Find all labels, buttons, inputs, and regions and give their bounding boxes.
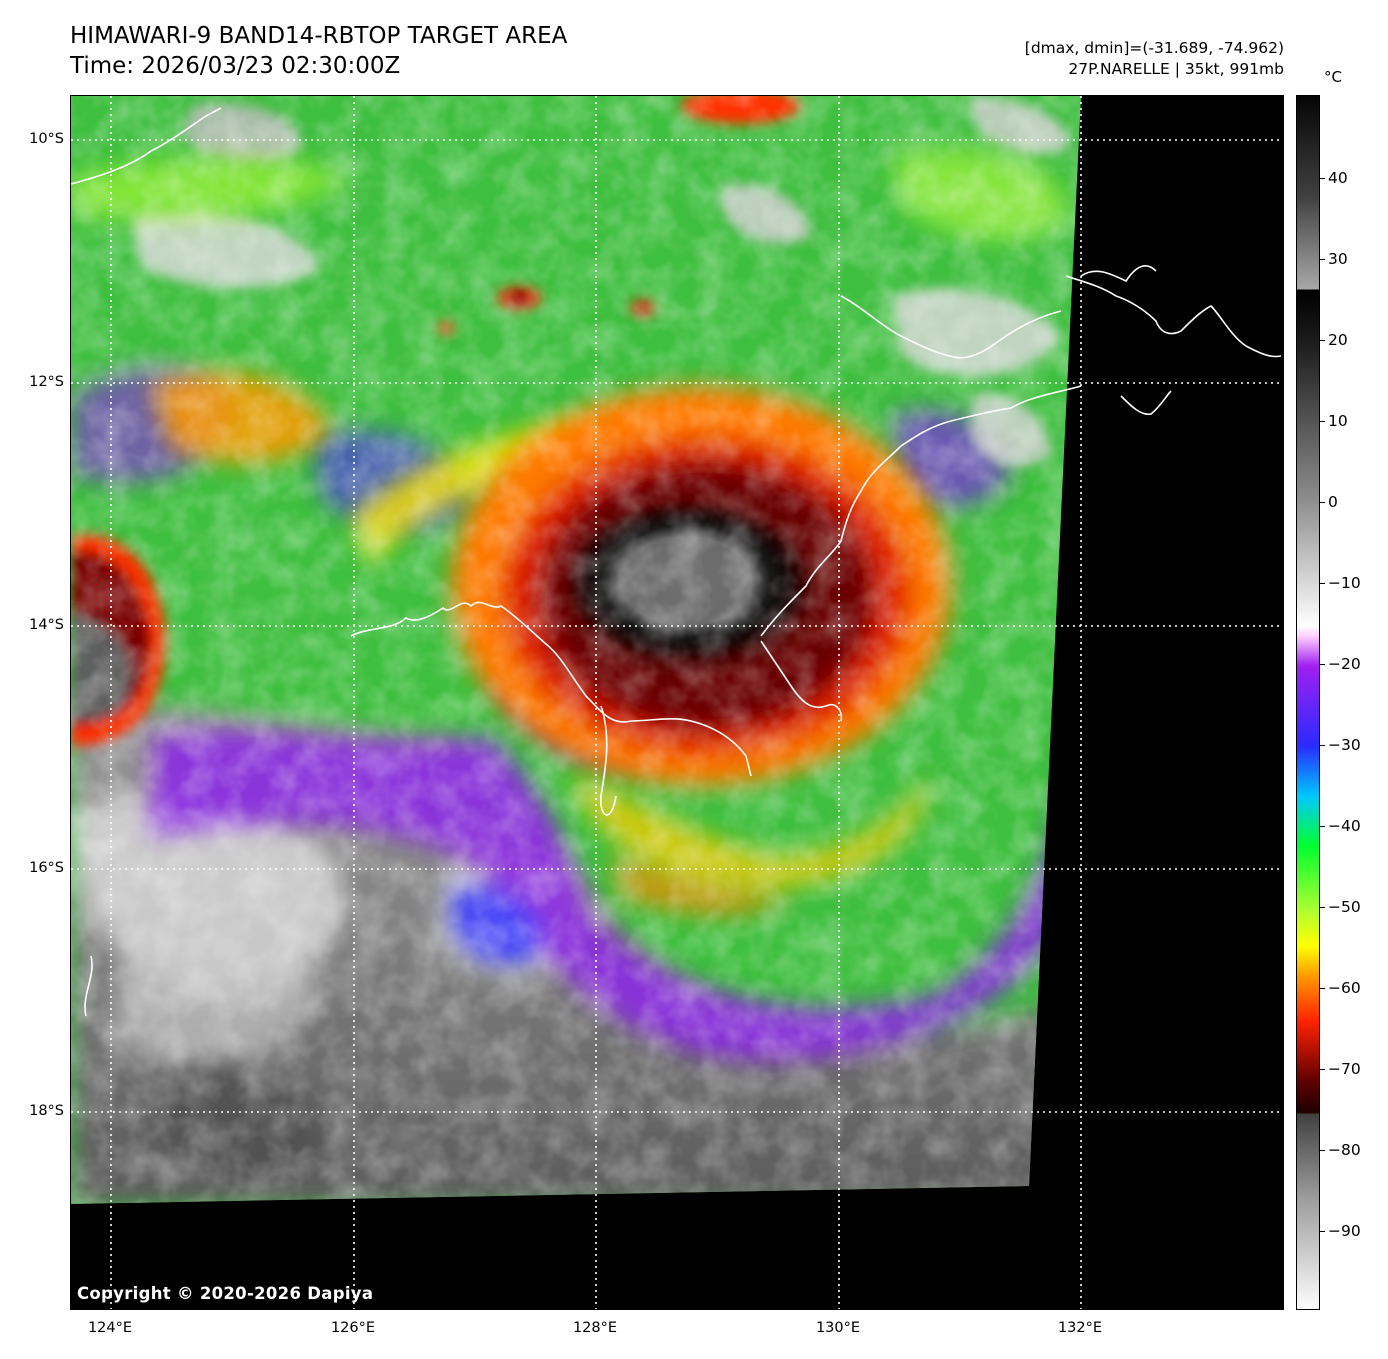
colorbar	[1296, 95, 1320, 1310]
colorbar-tick-label: −10	[1328, 574, 1361, 592]
colorbar-tick-label: −80	[1328, 1141, 1361, 1159]
colorbar-tick	[1320, 988, 1325, 989]
colorbar-tick	[1320, 583, 1325, 584]
colorbar-tick-label: −70	[1328, 1060, 1361, 1078]
colorbar-tick-label: −30	[1328, 736, 1361, 754]
colorbar-tick-label: −20	[1328, 655, 1361, 673]
colorbar-tick	[1320, 1069, 1325, 1070]
lat-label-12s: 12°S	[29, 374, 64, 390]
satellite-imagery	[71, 96, 1283, 1309]
colorbar-tick-label: 30	[1328, 250, 1348, 268]
lat-label-18s: 18°S	[29, 1103, 64, 1119]
colorbar-tick-label: 40	[1328, 169, 1348, 187]
storm-info: 27P.NARELLE | 35kt, 991mb	[1068, 60, 1284, 78]
colorbar-tick	[1320, 421, 1325, 422]
colorbar-tick	[1320, 1231, 1325, 1232]
colorbar-tick	[1320, 259, 1325, 260]
lat-label-10s: 10°S	[29, 131, 64, 147]
colorbar-tick	[1320, 178, 1325, 179]
colorbar-tick-label: 10	[1328, 412, 1348, 430]
colorbar-tick	[1320, 826, 1325, 827]
colorbar-tick	[1320, 502, 1325, 503]
colorbar-unit: °C	[1324, 68, 1342, 86]
copyright-notice: Copyright © 2020-2026 Dapiya	[77, 1284, 374, 1303]
colorbar-tick	[1320, 907, 1325, 908]
colorbar-tick-label: −40	[1328, 817, 1361, 835]
lat-label-16s: 16°S	[29, 860, 64, 876]
lat-label-14s: 14°S	[29, 617, 64, 633]
lon-label-124e: 124°E	[87, 1320, 133, 1336]
colorbar-tick	[1320, 340, 1325, 341]
colorbar-tick-label: −60	[1328, 979, 1361, 997]
graticule	[71, 96, 1283, 1309]
lon-label-128e: 128°E	[572, 1320, 618, 1336]
colorbar-tick	[1320, 664, 1325, 665]
dmax-dmin-readout: [dmax, dmin]=(-31.689, -74.962)	[1024, 39, 1284, 57]
colorbar-tick-label: −50	[1328, 898, 1361, 916]
chart-title: HIMAWARI-9 BAND14-RBTOP TARGET AREA	[70, 23, 568, 49]
lon-label-132e: 132°E	[1057, 1320, 1103, 1336]
colorbar-tick-label: 20	[1328, 331, 1348, 349]
colorbar-tick	[1320, 745, 1325, 746]
satellite-map: Copyright © 2020-2026 Dapiya	[70, 95, 1284, 1310]
colorbar-tick-label: 0	[1328, 493, 1338, 511]
lon-label-126e: 126°E	[330, 1320, 376, 1336]
chart-time: Time: 2026/03/23 02:30:00Z	[70, 53, 401, 79]
colorbar-tick-label: −90	[1328, 1222, 1361, 1240]
colorbar-tick	[1320, 1150, 1325, 1151]
coastline-outlines	[71, 107, 1282, 1017]
cloud-top-field	[71, 96, 1081, 1204]
lon-label-130e: 130°E	[815, 1320, 861, 1336]
